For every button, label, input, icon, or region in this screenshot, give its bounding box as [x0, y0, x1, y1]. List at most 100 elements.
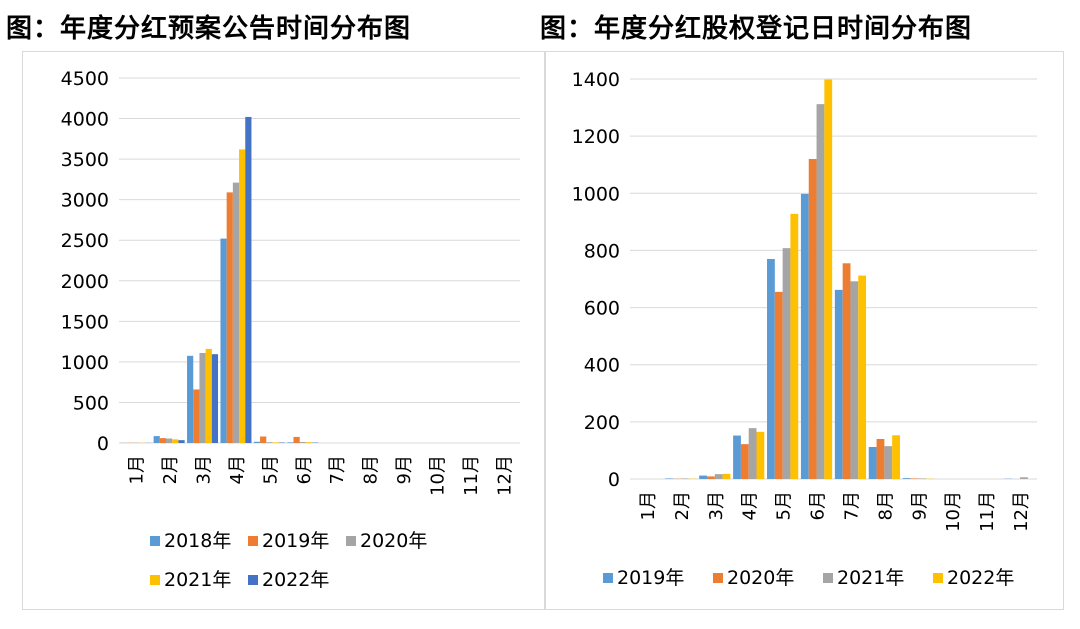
right-bar-2019年-4月: [733, 435, 741, 479]
right-y-tick-label: 200: [584, 412, 620, 434]
left-bar-2018年-3月: [187, 355, 194, 443]
right-bar-2019年-3月: [699, 475, 707, 479]
left-x-tick-label: 3月: [194, 455, 215, 484]
right-x-tick-label: 12月: [1011, 491, 1032, 532]
right-bar-chart: 0 200 400 600 800 1000 1200 1400 1月 2月 3月 4月 5月 6月 7月 8…: [572, 69, 1037, 589]
right-bar-2019年-5月: [767, 259, 775, 479]
right-x-tick-label: 8月: [875, 491, 896, 520]
right-bar-2022年-5月: [790, 213, 799, 479]
right-bar-2021年-5月: [782, 248, 791, 479]
right-y-tick-label: 1200: [572, 126, 620, 148]
left-x-tick-label: 9月: [394, 455, 415, 484]
left-bar-2018年-5月: [253, 441, 261, 443]
left-bar-2019年-3月: [193, 389, 200, 443]
right-y-tick-label: 800: [584, 240, 620, 262]
right-bar-2021年-2月: [680, 478, 689, 479]
left-chart-panel: 0 500 1000 1500 2000 2500 3000 3500 4000 4500 1月 2月…: [22, 51, 545, 610]
right-legend-swatch: [933, 573, 943, 583]
left-x-tick-label: 1月: [127, 455, 148, 484]
right-x-tick-label: 11月: [977, 491, 998, 532]
left-y-tick-label: 2500: [61, 230, 109, 252]
left-bar-2019年-2月: [159, 438, 167, 443]
right-bar-2020年-3月: [706, 476, 715, 479]
right-bar-2019年-6月: [800, 193, 809, 479]
right-bar-2021年-9月: [918, 478, 927, 479]
right-x-tick-label: 10月: [943, 491, 964, 532]
left-legend-label: 2018年: [164, 530, 231, 552]
right-bar-2022年-7月: [858, 275, 867, 479]
left-bar-2018年-6月: [287, 442, 294, 443]
left-bar-2020年-6月: [299, 442, 306, 443]
right-legend-label: 2022年: [947, 567, 1014, 589]
right-y-tick-label: 600: [584, 298, 620, 320]
right-chart-title: 图：年度分红股权登记日时间分布图: [540, 14, 973, 44]
left-bar-2019年-4月: [226, 192, 233, 443]
left-chart-title: 图：年度分红预案公告时间分布图: [6, 14, 412, 44]
right-x-tick-label: 7月: [841, 491, 862, 520]
left-legend-label: 2019年: [262, 530, 329, 552]
right-legend-label: 2019年: [617, 567, 684, 589]
left-y-tick-label: 2000: [61, 271, 109, 293]
left-y-tick-label: 1000: [61, 352, 109, 374]
right-bar-2021年-8月: [884, 446, 893, 479]
left-legend-swatch: [150, 536, 160, 546]
left-x-tick-label: 11月: [461, 455, 482, 496]
right-legend-label: 2020年: [727, 567, 794, 589]
right-bar-2019年-7月: [834, 289, 843, 479]
left-y-tick-label: 4500: [61, 68, 109, 90]
right-bar-2022年-6月: [824, 79, 833, 480]
left-bar-2021年-4月: [239, 149, 246, 443]
right-y-tick-label: 0: [608, 469, 620, 491]
left-legend-swatch: [248, 575, 258, 585]
left-bar-2019年-5月: [260, 436, 267, 443]
right-bar-2020年-8月: [876, 439, 885, 479]
right-bar-2019年-9月: [902, 478, 911, 479]
right-bar-2021年-12月: [1020, 477, 1028, 479]
left-legend-label: 2021年: [164, 569, 231, 591]
right-bar-2021年-4月: [748, 428, 757, 479]
right-x-tick-label: 1月: [638, 491, 659, 520]
right-legend-swatch: [823, 573, 833, 583]
left-x-tick-label: 2月: [160, 455, 181, 484]
right-bar-2021年-6月: [816, 104, 825, 479]
left-bar-2021年-5月: [272, 442, 279, 443]
left-bar-2020年-4月: [232, 182, 240, 443]
right-y-tick-label: 1000: [572, 183, 620, 205]
right-x-tick-label: 4月: [740, 491, 761, 520]
left-bar-chart: 0 500 1000 1500 2000 2500 3000 3500 4000 4500 1月 2月…: [61, 68, 520, 591]
left-y-tick-label: 3000: [61, 190, 109, 212]
left-x-tick-label: 10月: [427, 455, 448, 496]
left-bar-2018年-2月: [153, 436, 160, 443]
left-bar-2018年-4月: [220, 238, 227, 443]
right-bar-2022年-4月: [756, 431, 765, 479]
right-bar-2020年-9月: [910, 478, 919, 479]
right-bar-2019年-8月: [868, 447, 877, 479]
left-bar-2020年-5月: [266, 442, 273, 443]
left-legend-label: 2022年: [262, 569, 329, 591]
left-bar-2022年-3月: [211, 354, 219, 443]
left-legend-swatch: [248, 536, 258, 546]
left-x-tick-label: 4月: [227, 455, 248, 484]
left-x-tick-label: 7月: [327, 455, 348, 484]
left-y-tick-label: 0: [97, 433, 109, 455]
right-x-tick-label: 9月: [909, 491, 930, 520]
left-x-tick-label: 6月: [294, 455, 315, 484]
left-y-tick-label: 1500: [61, 311, 109, 333]
left-y-tick-label: 500: [73, 392, 109, 414]
right-bar-2021年-3月: [714, 474, 723, 479]
left-bar-2022年-2月: [178, 440, 185, 443]
left-bar-2021年-2月: [172, 439, 179, 443]
right-bar-2021年-7月: [850, 281, 859, 479]
right-y-tick-label: 1400: [572, 69, 620, 91]
left-x-tick-label: 5月: [260, 455, 281, 484]
right-bar-2020年-4月: [740, 444, 749, 479]
left-legend-swatch: [150, 575, 160, 585]
right-x-tick-label: 3月: [706, 491, 727, 520]
left-bar-2021年-6月: [305, 442, 313, 443]
left-x-tick-label: 8月: [361, 455, 382, 484]
right-legend-swatch: [603, 573, 613, 583]
right-bar-2020年-5月: [774, 291, 783, 479]
left-y-tick-label: 4000: [61, 109, 109, 131]
right-legend-label: 2021年: [837, 567, 904, 589]
right-bar-2022年-8月: [892, 435, 900, 479]
